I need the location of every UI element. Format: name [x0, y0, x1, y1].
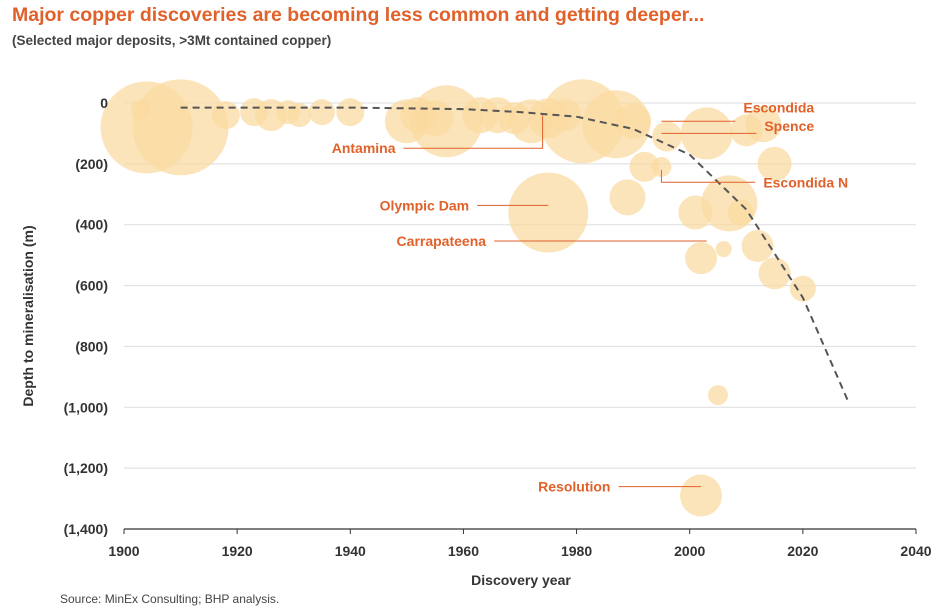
annotation-label: Antamina: [332, 140, 396, 156]
y-tick-label: (800): [75, 338, 108, 354]
x-tick-label: 1920: [222, 543, 253, 559]
data-bubble: [211, 101, 240, 130]
data-bubble: [715, 241, 732, 258]
y-tick-label: (600): [75, 278, 108, 294]
x-tick-label: 2020: [787, 543, 818, 559]
y-tick-label: 0: [100, 95, 108, 111]
data-bubble: [727, 199, 754, 226]
data-bubble: [130, 99, 151, 120]
y-tick-label: (400): [75, 217, 108, 233]
data-bubble: [132, 79, 229, 176]
data-bubble: [680, 474, 723, 517]
annotation-label: Carrapateena: [397, 233, 487, 249]
chart-title: Major copper discoveries are becoming le…: [12, 4, 705, 26]
y-tick-label: (1,200): [64, 460, 108, 476]
annotation-label: Spence: [764, 118, 814, 134]
data-bubble: [651, 156, 672, 177]
trend-curve: [180, 106, 850, 402]
annotation-label: Escondida N: [763, 174, 848, 190]
y-tick-label: (200): [75, 156, 108, 172]
annotation-label: Escondida: [743, 100, 814, 116]
x-axis-label: Discovery year: [471, 572, 571, 588]
x-tick-label: 1960: [448, 543, 479, 559]
data-bubble: [609, 179, 646, 216]
annotation-label: Resolution: [538, 479, 610, 495]
x-tick-label: 1900: [108, 543, 139, 559]
data-bubble: [708, 385, 728, 406]
bubbles: [100, 79, 816, 517]
x-tick-label: 1940: [335, 543, 366, 559]
data-bubble: [789, 275, 816, 302]
data-bubble: [410, 85, 483, 158]
annotation-leader: [660, 169, 756, 183]
y-tick-label: (1,400): [64, 521, 108, 537]
axes: 0 (200) (400) (600) (800) (1,000) (1,200) (1,40…: [64, 95, 932, 559]
x-tick-label: 1980: [561, 543, 592, 559]
annotation-leader: [403, 115, 544, 149]
data-bubble: [652, 121, 683, 152]
y-tick-label: (1,000): [64, 399, 108, 415]
y-axis-label: Depth to mineralisation (m): [20, 225, 36, 406]
data-bubble: [757, 146, 792, 181]
data-bubble: [508, 172, 589, 253]
chart-subtitle: (Selected major deposits, >3Mt contained…: [12, 33, 332, 48]
data-bubble: [336, 98, 365, 127]
data-bubble: [309, 99, 335, 126]
data-bubble: [615, 103, 652, 140]
data-bubble: [629, 151, 660, 182]
data-bubble: [287, 103, 312, 128]
data-bubble: [758, 257, 791, 290]
x-tick-label: 2040: [900, 543, 931, 559]
x-tick-label: 2000: [674, 543, 705, 559]
trendline: [180, 106, 850, 402]
annotation-label: Olympic Dam: [380, 197, 469, 213]
data-bubble: [685, 242, 718, 275]
source-note: Source: MinEx Consulting; BHP analysis.: [60, 592, 280, 606]
annotations: Escondida Spence Antamina Escondida N Olympi…: [332, 100, 848, 495]
